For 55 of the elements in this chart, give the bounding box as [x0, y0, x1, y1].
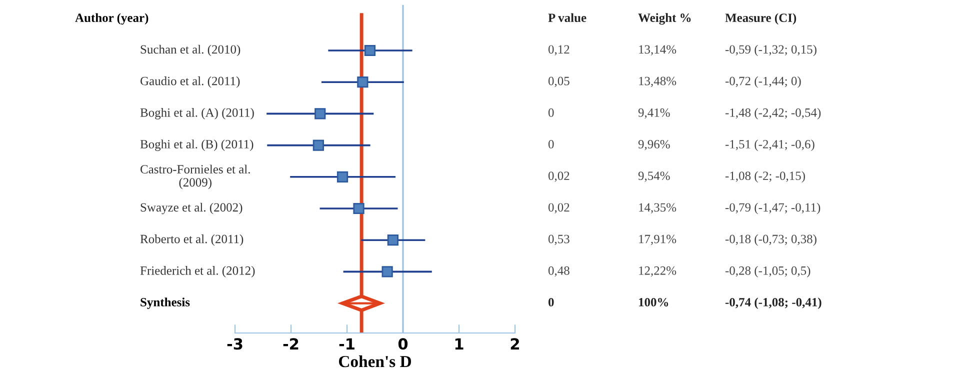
x-axis-title: Cohen's D — [339, 355, 411, 368]
y-tick-label: Friederich et al. (2012) — [140, 266, 255, 278]
text: 0 — [548, 140, 554, 148]
text: -1,48 (-2,42; -0,54) — [725, 108, 821, 120]
text: 13,14% — [639, 45, 676, 56]
text: -1,08 (-2; -0,15) — [725, 171, 805, 183]
text: 0,12 — [548, 45, 570, 56]
text: -0,18 (-0,73; 0,38) — [725, 234, 816, 246]
text: -0,72 (-1,44; 0) — [725, 76, 801, 88]
text: P value — [548, 13, 586, 22]
text: -0,59 (-1,32; 0,15) — [725, 44, 816, 56]
text: Measure (CI) — [725, 13, 796, 25]
x-tick-label: -1 — [339, 338, 354, 350]
text: 12,22% — [639, 266, 676, 277]
point — [353, 202, 364, 214]
text: 0 — [548, 108, 554, 117]
text: 0,02 — [548, 203, 570, 214]
x-tick-label: 0 — [398, 338, 408, 350]
point — [312, 140, 324, 151]
point — [357, 76, 368, 88]
text: 9,54% — [638, 172, 670, 182]
text: 9,96% — [638, 140, 670, 150]
text: -1,51 (-2,41; -0,6) — [725, 140, 814, 151]
y-tick-label: Boghi et al. (B) (2011) — [140, 140, 254, 151]
text: 17,91% — [639, 234, 676, 246]
point — [336, 171, 348, 182]
text: 0,02 — [548, 172, 570, 182]
point — [314, 108, 326, 120]
x-tick-label: -2 — [283, 338, 298, 350]
x-tick-label: 1 — [455, 338, 464, 350]
text: 100% — [639, 298, 668, 306]
text: 0 — [548, 298, 554, 306]
text: -0,74 (-1,08; -0,41) — [725, 298, 822, 309]
y-tick-label: Roberto et al. (2011) — [140, 234, 244, 246]
y-tick-label: Gaudio et al. (2011) — [140, 76, 240, 88]
y-tick-label: Synthesis — [140, 298, 190, 309]
y-axis-title: Author (year) — [75, 13, 148, 25]
point — [364, 44, 376, 56]
text: -0,79 (-1,47; -0,11) — [725, 202, 820, 214]
point — [382, 266, 393, 278]
text: 14,35% — [639, 203, 676, 214]
y-tick-label: Suchan et al. (2010) — [140, 44, 240, 56]
text: 13,48% — [639, 76, 676, 88]
text: 9,41% — [638, 108, 670, 119]
point — [387, 234, 398, 246]
y-tick-label: Swayze et al. (2002) — [140, 202, 242, 214]
y-tick-label: Boghi et al. (A) (2011) — [140, 108, 254, 120]
text: -0,28 (-1,05; 0,5) — [725, 266, 810, 278]
x-tick-label: -3 — [227, 338, 242, 350]
text: 0,05 — [548, 76, 570, 88]
text: Weight % — [638, 13, 691, 25]
y-tick-label: Castro-Fornieles et al. (2009) — [140, 164, 250, 190]
text: 0,53 — [548, 234, 570, 246]
text: 0,48 — [548, 266, 570, 277]
x-tick-label: 2 — [510, 338, 519, 350]
